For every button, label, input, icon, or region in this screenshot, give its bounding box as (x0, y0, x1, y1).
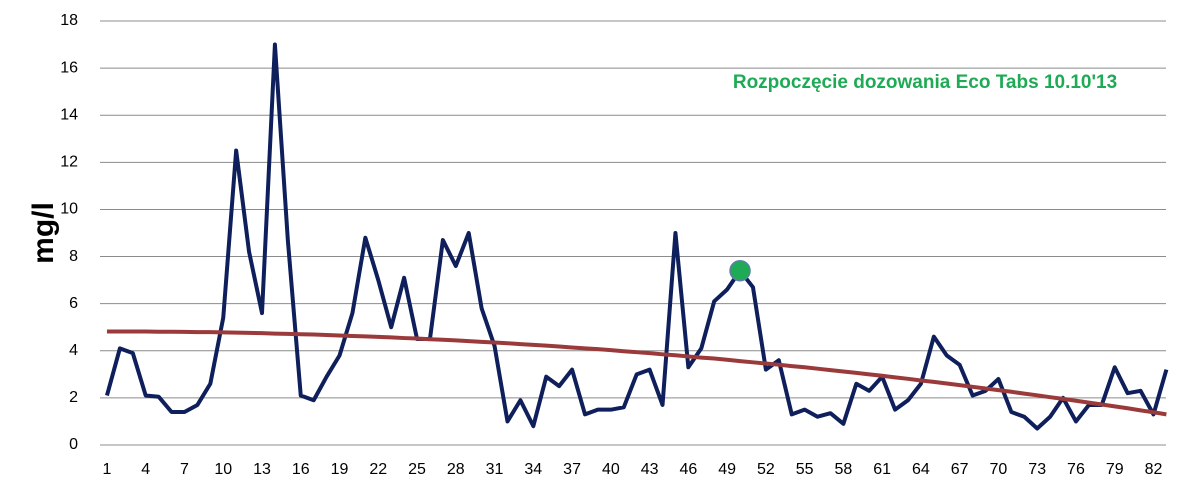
trend-line (106, 329, 1167, 417)
x-tick-label: 73 (1028, 461, 1046, 478)
x-tick-label: 43 (641, 461, 659, 478)
y-tick-label: 6 (69, 295, 78, 312)
y-tick-label: 8 (69, 248, 78, 265)
x-tick-label: 64 (912, 461, 930, 478)
y-tick-label: 0 (69, 436, 78, 453)
x-tick-label: 49 (718, 461, 736, 478)
y-tick-label: 2 (69, 389, 78, 406)
y-tick-label: 18 (60, 12, 78, 29)
data-line (105, 42, 1169, 431)
x-tick-label: 28 (447, 461, 465, 478)
x-tick-label: 1 (103, 461, 112, 478)
x-tick-label: 52 (757, 461, 775, 478)
x-tick-label: 55 (796, 461, 814, 478)
y-axis-label: mg/l (27, 202, 60, 264)
x-tick-label: 61 (873, 461, 891, 478)
x-tick-label: 7 (180, 461, 189, 478)
annotation: Rozpoczęcie dozowania Eco Tabs 10.10'13 (733, 72, 1117, 93)
x-tick-label: 34 (524, 461, 542, 478)
x-tick-label: 16 (292, 461, 310, 478)
x-tick-label: 13 (253, 461, 271, 478)
x-tick-label: 46 (679, 461, 697, 478)
x-tick-label: 37 (563, 461, 581, 478)
x-tick-label: 70 (990, 461, 1008, 478)
x-tick-label: 22 (369, 461, 387, 478)
x-tick-label: 79 (1106, 461, 1124, 478)
x-tick-label: 25 (408, 461, 426, 478)
x-tick-label: 67 (951, 461, 969, 478)
y-tick-label: 10 (60, 201, 78, 218)
x-tick-label: 4 (141, 461, 150, 478)
x-tick-label: 76 (1067, 461, 1085, 478)
y-tick-label: 12 (60, 154, 78, 171)
x-tick-label: 40 (602, 461, 620, 478)
y-tick-label: 4 (69, 342, 78, 359)
x-tick-label: 10 (214, 461, 232, 478)
y-tick-label: 14 (60, 106, 78, 123)
x-tick-label: 19 (331, 461, 349, 478)
x-tick-label: 82 (1145, 461, 1163, 478)
x-tick-label: 31 (486, 461, 504, 478)
x-tick-label: 58 (835, 461, 853, 478)
y-tick-label: 16 (60, 59, 78, 76)
marker (729, 259, 751, 282)
